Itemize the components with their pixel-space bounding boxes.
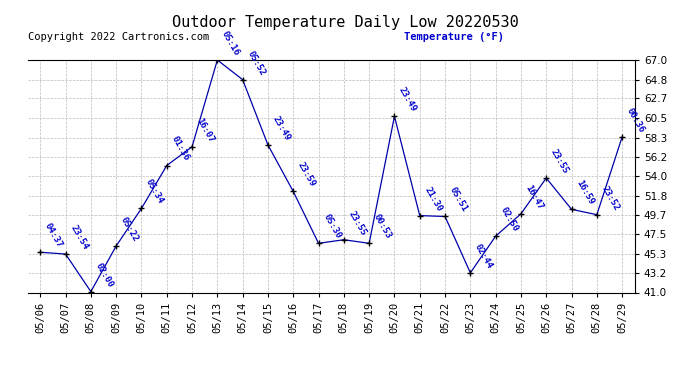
- Text: 05:52: 05:52: [246, 49, 266, 77]
- Text: 23:52: 23:52: [600, 184, 621, 212]
- Text: 05:30: 05:30: [322, 213, 342, 240]
- Text: 23:49: 23:49: [270, 114, 292, 142]
- Text: 23:55: 23:55: [549, 147, 570, 175]
- Text: 23:55: 23:55: [346, 209, 368, 237]
- Text: Copyright 2022 Cartronics.com: Copyright 2022 Cartronics.com: [28, 32, 209, 42]
- Text: 01:36: 01:36: [170, 135, 190, 163]
- Text: 05:22: 05:22: [119, 216, 140, 243]
- Text: 21:30: 21:30: [422, 185, 444, 213]
- Text: 16:59: 16:59: [574, 179, 595, 207]
- Text: 16:07: 16:07: [195, 116, 216, 144]
- Text: 04:37: 04:37: [43, 222, 64, 249]
- Text: Outdoor Temperature Daily Low 20220530: Outdoor Temperature Daily Low 20220530: [172, 15, 518, 30]
- Text: 23:54: 23:54: [68, 224, 90, 251]
- Text: 23:59: 23:59: [296, 161, 317, 189]
- Text: 02:44: 02:44: [473, 242, 494, 270]
- Text: 05:51: 05:51: [448, 186, 469, 214]
- Text: 05:34: 05:34: [144, 178, 166, 206]
- Text: 02:50: 02:50: [498, 206, 520, 233]
- Text: 23:49: 23:49: [397, 86, 418, 114]
- Text: 16:47: 16:47: [524, 183, 545, 211]
- Text: 00:36: 00:36: [625, 106, 646, 134]
- Text: 02:00: 02:00: [94, 261, 115, 289]
- Text: Temperature (°F): Temperature (°F): [404, 32, 504, 42]
- Text: 00:53: 00:53: [372, 213, 393, 240]
- Text: 05:16: 05:16: [220, 30, 242, 57]
